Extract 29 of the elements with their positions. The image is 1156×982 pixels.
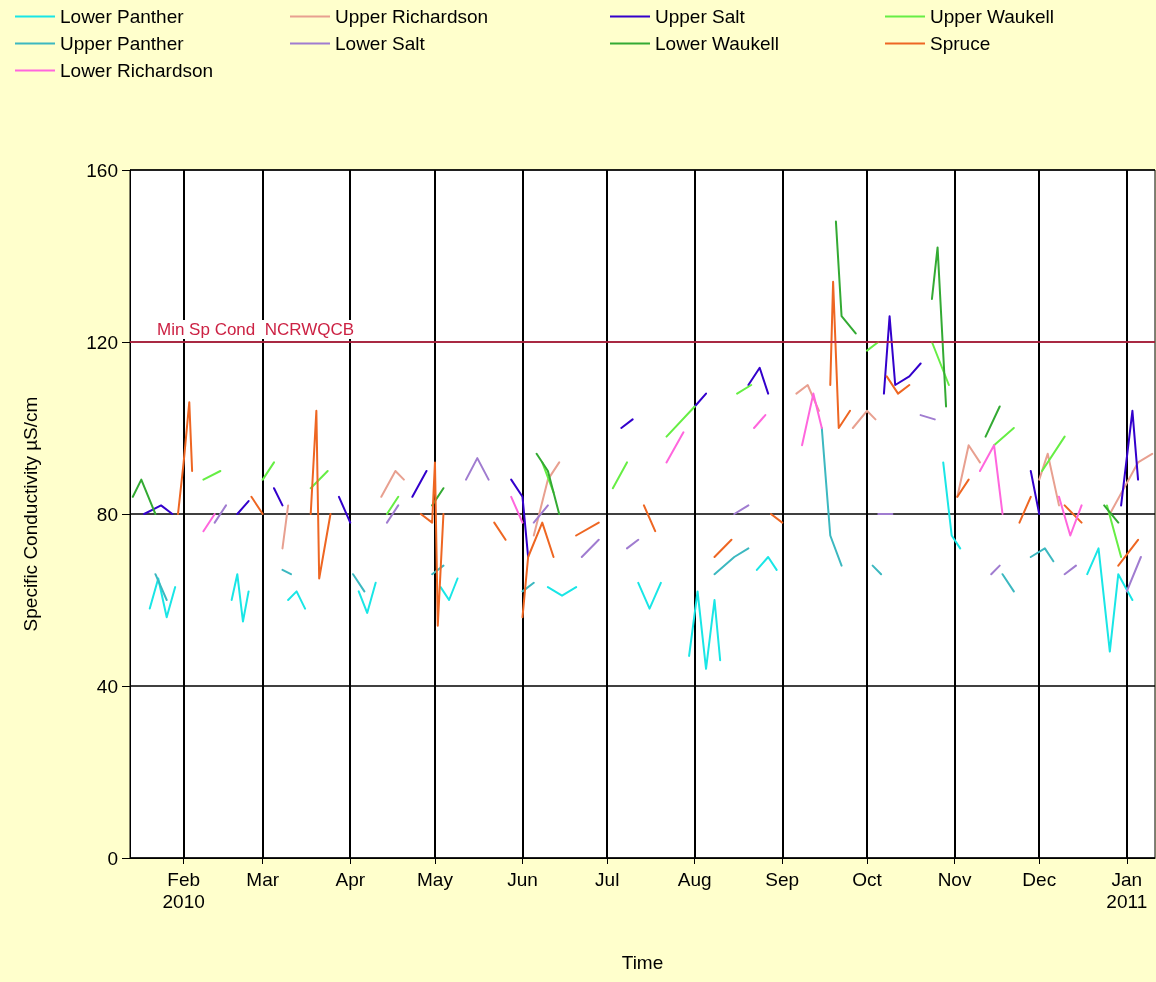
legend-label: Spruce	[930, 33, 991, 54]
ref-line-label: Min Sp Cond NCRWQCB	[157, 320, 355, 339]
x-tick-label: Aug	[677, 868, 712, 890]
x-tick-label: May	[417, 868, 454, 890]
x-axis-title: Time	[621, 952, 664, 973]
y-axis-title: Specific Conductivity µS/cm	[20, 396, 41, 632]
legend-label: Lower Salt	[335, 33, 426, 54]
y-tick-label: 0	[107, 847, 118, 869]
x-tick-label: Nov	[937, 868, 972, 890]
legend-label: Upper Waukell	[930, 6, 1054, 27]
x-tick-label: Feb 2010	[162, 868, 205, 912]
legend-label: Upper Richardson	[335, 6, 489, 27]
legend-label: Lower Waukell	[655, 33, 779, 54]
legend-label: Upper Panther	[60, 33, 185, 54]
y-tick-label: 160	[86, 159, 118, 181]
x-tick-label: Apr	[335, 868, 366, 890]
x-tick-label: Jul	[595, 868, 620, 890]
x-tick-label: Mar	[246, 868, 280, 890]
x-tick-label: Oct	[852, 868, 883, 890]
x-tick-label: Jun	[507, 868, 538, 890]
legend-label: Upper Salt	[655, 6, 746, 27]
y-tick-label: 80	[96, 503, 118, 525]
y-tick-label: 40	[96, 675, 118, 697]
legend-label: Lower Richardson	[60, 60, 214, 81]
y-tick-label: 120	[86, 331, 118, 353]
x-tick-label: Jan 2011	[1106, 868, 1148, 912]
legend-label: Lower Panther	[60, 6, 185, 27]
x-tick-label: Dec	[1022, 868, 1057, 890]
x-tick-label: Sep	[765, 868, 800, 890]
